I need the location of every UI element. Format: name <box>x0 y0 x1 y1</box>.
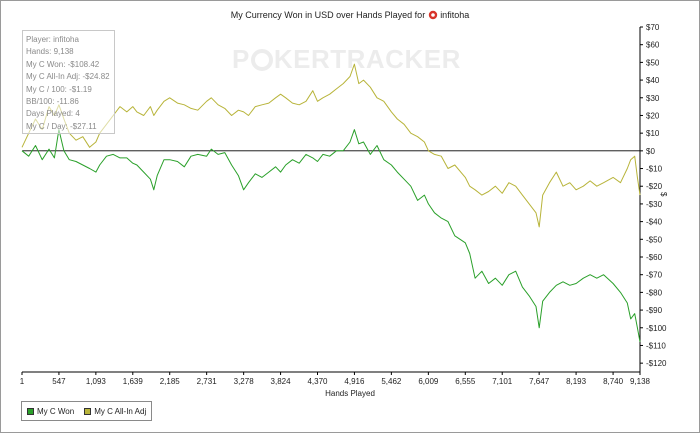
y-tick-label-12: -$50 <box>646 235 663 244</box>
y-tick-label-17: -$100 <box>646 324 667 333</box>
x-tick-label-8: 4,370 <box>307 377 328 386</box>
x-tick-label-17: 9,138 <box>630 377 651 386</box>
y-tick-label-16: -$90 <box>646 306 663 315</box>
x-tick-label-10: 5,462 <box>381 377 402 386</box>
x-tick-label-14: 7,647 <box>529 377 550 386</box>
series-line-won <box>21 129 641 342</box>
y-tick-label-10: -$30 <box>646 200 663 209</box>
stat-allin-adj: My C All-In Adj: -$24.82 <box>26 72 110 82</box>
y-tick-label-4: $30 <box>646 94 660 103</box>
stats-box: Player: infitoha Hands: 9,138 My C Won: … <box>22 30 115 134</box>
y-tick-label-3: $40 <box>646 76 660 85</box>
y-tick-label-8: -$10 <box>646 165 663 174</box>
y-tick-label-13: -$60 <box>646 253 663 262</box>
stat-days-played: Days Played: 4 <box>26 109 80 119</box>
x-tick-label-12: 6,555 <box>455 377 476 386</box>
y-tick-label-5: $20 <box>646 111 660 120</box>
x-tick-label-0: 1 <box>20 377 25 386</box>
x-tick-label-5: 2,731 <box>197 377 218 386</box>
pokertracker-watermark: P KERTRACKER <box>232 44 461 75</box>
x-tick-label-11: 6,009 <box>418 377 439 386</box>
legend-item-won[interactable]: My C Won <box>27 407 74 416</box>
y-tick-label-18: -$110 <box>646 341 666 350</box>
x-tick-label-9: 4,916 <box>344 377 365 386</box>
x-tick-label-4: 2,185 <box>160 377 181 386</box>
watermark-left: P <box>232 44 250 74</box>
poker-chip-logo-icon <box>250 49 273 71</box>
x-tick-label-2: 1,093 <box>86 377 107 386</box>
y-axis-title: $ <box>659 192 668 197</box>
y-tick-label-11: -$40 <box>646 218 663 227</box>
series-line-allin <box>21 63 641 228</box>
chart-title-text: My Currency Won in USD over Hands Played… <box>230 10 426 20</box>
y-tick-label-0: $70 <box>646 23 660 32</box>
y-tick-label-2: $50 <box>646 58 660 67</box>
x-tick-label-6: 3,278 <box>234 377 255 386</box>
legend: My C Won My C All-In Adj <box>21 401 153 421</box>
y-tick-label-15: -$80 <box>646 288 663 297</box>
x-tick-label-13: 7,101 <box>492 377 513 386</box>
stat-player: Player: infitoha <box>26 35 79 44</box>
legend-label-allin: My C All-In Adj <box>94 406 147 416</box>
stat-per-100: My C / 100: -$1.19 <box>26 84 92 94</box>
stat-per-day: My C / Day: -$27.11 <box>26 121 97 131</box>
legend-swatch-won <box>27 407 34 415</box>
x-tick-label-15: 8,193 <box>566 377 587 386</box>
poker-chip-icon <box>428 10 438 22</box>
stat-hands: Hands: 9,138 <box>26 47 74 57</box>
y-tick-label-1: $60 <box>646 41 660 50</box>
x-tick-label-7: 3,824 <box>271 377 292 386</box>
legend-item-allin[interactable]: My C All-In Adj <box>84 407 146 416</box>
x-tick-label-16: 8,740 <box>603 377 624 386</box>
x-axis-title: Hands Played <box>325 389 375 398</box>
stat-won: My C Won: -$108.42 <box>26 59 100 69</box>
player-name: infitoha <box>440 10 470 20</box>
x-tick-label-3: 1,639 <box>123 377 144 386</box>
x-tick-label-1: 547 <box>52 377 66 386</box>
y-tick-label-6: $10 <box>646 129 660 138</box>
legend-swatch-allin <box>84 407 92 415</box>
y-tick-label-9: -$20 <box>646 182 663 191</box>
y-tick-label-14: -$70 <box>646 271 663 280</box>
y-tick-label-7: $0 <box>646 147 655 156</box>
legend-label-won: My C Won <box>37 406 75 416</box>
y-tick-label-19: -$120 <box>646 359 667 368</box>
chart-title: My Currency Won in USD over Hands Played… <box>0 10 700 22</box>
stat-bb-100: BB/100: -11.86 <box>26 97 79 107</box>
watermark-right: KERTRACKER <box>273 44 461 74</box>
